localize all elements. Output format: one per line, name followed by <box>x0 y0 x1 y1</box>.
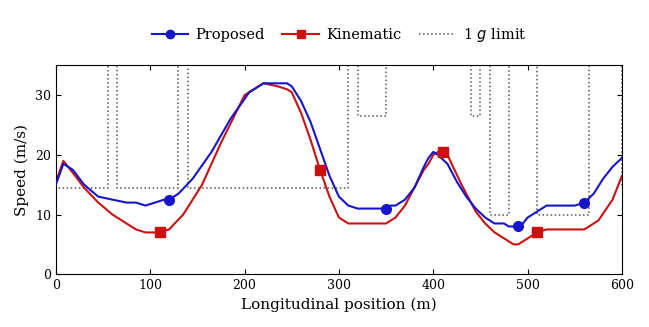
Legend: Proposed, Kinematic, 1 $g$ limit: Proposed, Kinematic, 1 $g$ limit <box>146 21 532 50</box>
Y-axis label: Speed (m/s): Speed (m/s) <box>15 124 29 216</box>
X-axis label: Longitudinal position (m): Longitudinal position (m) <box>241 298 437 312</box>
